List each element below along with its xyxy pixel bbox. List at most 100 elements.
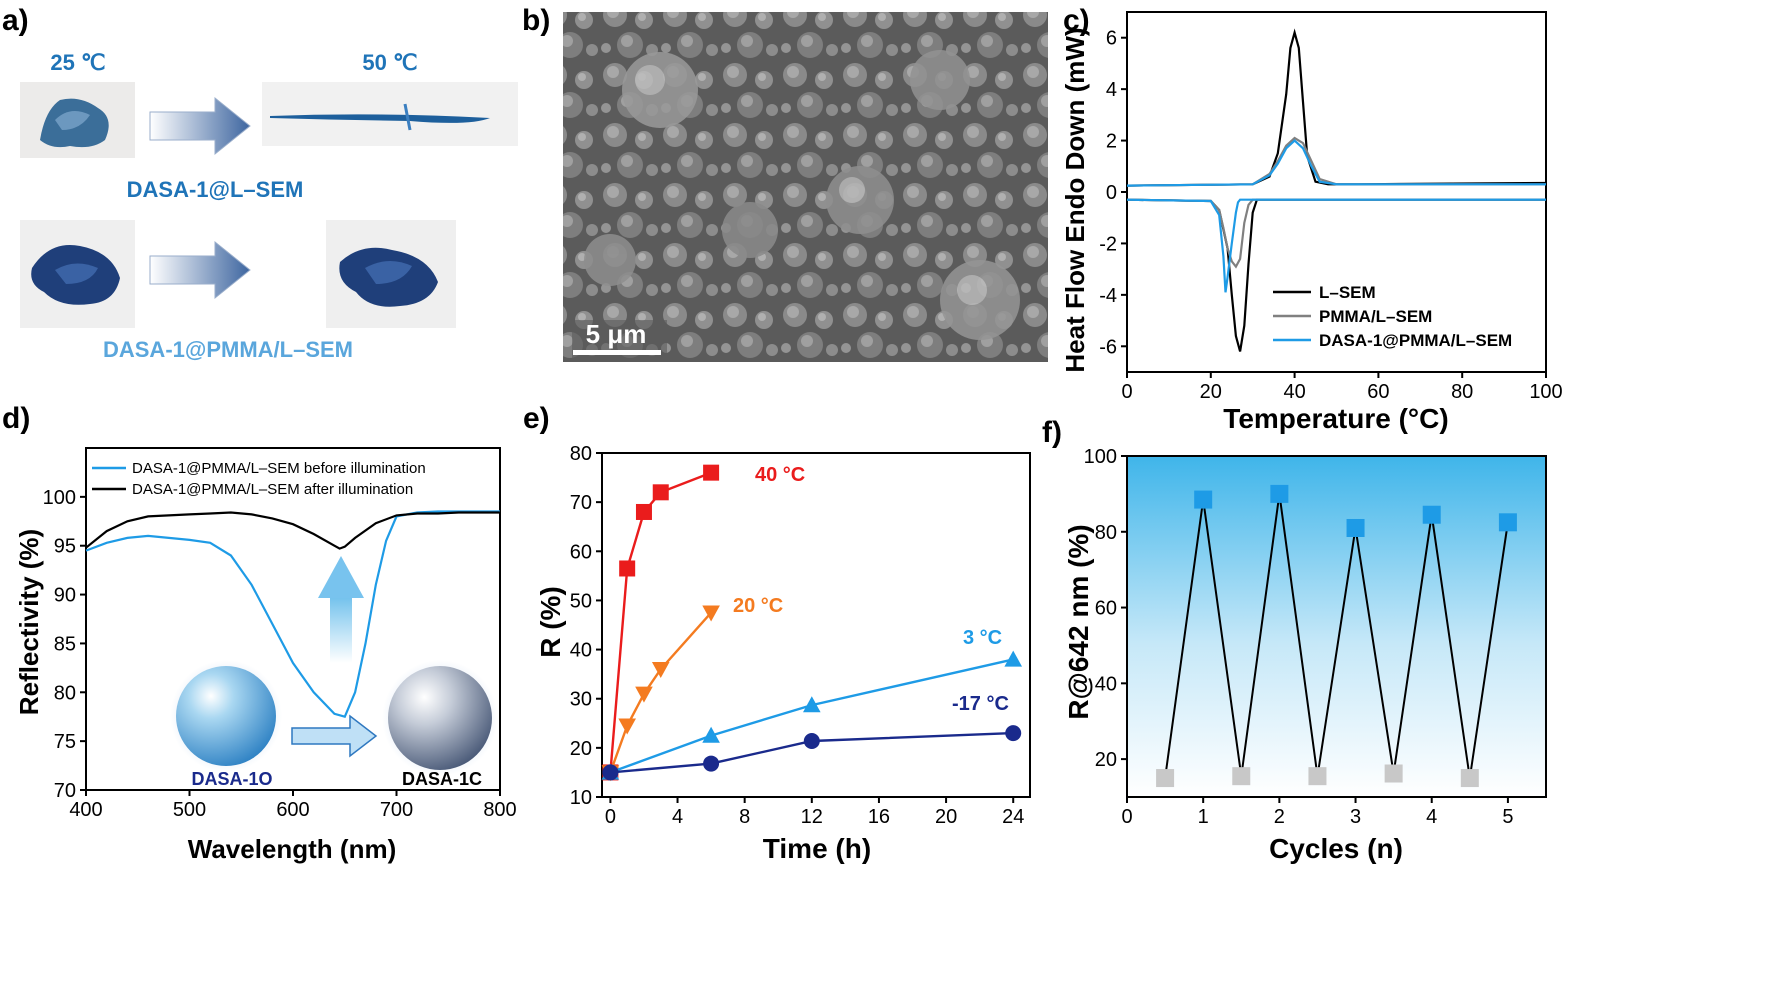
y-tick-label: 10	[570, 787, 592, 809]
series-0-heating-line	[1126, 28, 1547, 187]
legend-label: DASA-1@PMMA/L–SEM before illumination	[132, 460, 426, 477]
panel-c-label: c)	[1063, 4, 1090, 37]
chart-d-legend: DASA-1@PMMA/L–SEM before illumination DAS…	[92, 460, 426, 498]
x-tick-label: 24	[1002, 806, 1024, 828]
cycle-low-point	[1384, 764, 1403, 783]
chart-d-plot: 400 500 600 700 800 70 75 80 85 90 95 100	[43, 447, 517, 821]
x-tick-label: 40	[1283, 381, 1305, 403]
series-0-cooling-line	[1126, 198, 1546, 352]
series-2-line	[609, 658, 1014, 774]
series-2-label: 3 °C	[963, 627, 1002, 649]
cycle-low-point	[1308, 767, 1327, 786]
y-tick-label: 60	[1095, 598, 1117, 620]
arrow-up-icon	[330, 595, 352, 663]
chart-c-plot: 0 20 40 60 80 100 -6 -4 -2 0 2 4 6	[1099, 11, 1563, 403]
series-1-point	[635, 686, 653, 703]
y-tick-label: 60	[570, 541, 592, 563]
x-tick-label: 1	[1198, 806, 1209, 828]
plot-frame	[1126, 455, 1547, 798]
x-tick-label: 5	[1502, 806, 1513, 828]
x-tick-label: 4	[1426, 806, 1437, 828]
series-2-point	[702, 726, 720, 743]
x-tick-label: 700	[380, 799, 413, 821]
arrow-right-icon	[149, 240, 251, 300]
y-tick-label: 2	[1106, 131, 1117, 153]
x-tick-label: 20	[935, 806, 957, 828]
temp-after-label: 50 ℃	[362, 50, 417, 75]
y-tick-label: 70	[54, 780, 76, 802]
x-tick-label: 400	[69, 799, 102, 821]
x-tick-label: 3	[1350, 806, 1361, 828]
cycle-high-point	[1194, 490, 1213, 509]
arrow-right-icon	[149, 96, 251, 156]
chart-f-ylabel: R@642 nm (%)	[1063, 524, 1094, 719]
cycle-low-point	[1232, 767, 1251, 786]
y-tick-label: 0	[1106, 182, 1117, 204]
x-tick-label: 2	[1274, 806, 1285, 828]
scale-bar	[573, 350, 661, 355]
sample-pmma-caption: DASA-1@PMMA/L–SEM	[103, 337, 353, 362]
series-1-heating-line	[1126, 136, 1546, 187]
y-tick-label: 4	[1106, 79, 1117, 101]
series-1-point	[702, 605, 720, 622]
series-0-line	[85, 510, 500, 719]
cycle-low-point	[1460, 769, 1479, 788]
x-tick-label: 8	[739, 806, 750, 828]
x-tick-label: 600	[276, 799, 309, 821]
x-tick-label: 4	[672, 806, 683, 828]
chart-e-plot: 0 4 8 12 16 20 24 10 20 30 40 50 60 70 80 40 °C 20 °C 3 °…	[570, 443, 1031, 828]
x-tick-label: 500	[173, 799, 206, 821]
series-3-label: -17 °C	[952, 693, 1009, 715]
sphere-closed-icon	[388, 666, 492, 770]
arrow-right-icon	[291, 714, 378, 758]
chart-c-legend: L–SEM PMMA/L–SEM DASA-1@PMMA/L–SEM	[1273, 283, 1512, 350]
chart-f-plot: 0 1 2 3 4 5 20 40 60 80 100	[1084, 446, 1547, 828]
panel-b-label: b)	[522, 4, 550, 37]
panel-c: c) 0 20 40 60 80 100 -6 -4 -2 0 2 4 6 L–SEM PMMA/L–SE…	[1060, 4, 1563, 434]
photo-pmma-25c	[20, 220, 135, 328]
y-tick-label: 80	[54, 682, 76, 704]
arrow-up-head-icon	[318, 556, 364, 598]
series-3-line	[610, 731, 1014, 774]
y-tick-label: -6	[1099, 336, 1117, 358]
panel-e: e) 0 4 8 12 16 20 24 10 20 30 40 50 60 70 80 40 °C 20 °C…	[523, 402, 1031, 864]
panel-e-label: e)	[523, 402, 550, 435]
legend-label: DASA-1@PMMA/L–SEM after illumination	[132, 481, 413, 498]
x-tick-label: 0	[605, 806, 616, 828]
x-tick-label: 20	[1200, 381, 1222, 403]
series-2-heating-line	[1126, 139, 1546, 187]
x-tick-label: 80	[1451, 381, 1473, 403]
y-tick-label: -4	[1099, 285, 1117, 307]
series-1-label: 20 °C	[733, 595, 783, 617]
series-3-point	[803, 732, 820, 749]
series-1-point	[618, 718, 636, 735]
cycle-high-point	[1270, 484, 1289, 503]
y-tick-label: 6	[1106, 28, 1117, 50]
photo-pmma-50c	[326, 220, 456, 328]
cycle-line	[1164, 493, 1509, 779]
y-tick-label: 85	[54, 633, 76, 655]
series-0-label: 40 °C	[755, 464, 805, 486]
sphere-open-label: DASA-1O	[191, 769, 272, 789]
series-1-cooling-line	[1126, 198, 1546, 269]
x-tick-label: 60	[1367, 381, 1389, 403]
x-tick-label: 0	[1121, 806, 1132, 828]
scale-bar-label: 5 μm	[586, 319, 647, 349]
panel-a-label: a)	[2, 4, 29, 37]
y-tick-label: 40	[1095, 673, 1117, 695]
panel-f-label: f)	[1042, 416, 1062, 449]
legend-label: PMMA/L–SEM	[1319, 307, 1432, 326]
panel-b: b) 5 μm	[522, 4, 1048, 362]
y-tick-label: 100	[43, 487, 76, 509]
sample-l-sem-caption: DASA-1@L–SEM	[127, 177, 304, 202]
series-0-point	[635, 503, 652, 520]
series-3-point	[602, 764, 619, 781]
x-tick-label: 0	[1121, 381, 1132, 403]
photo-l-sem-50c	[262, 82, 518, 146]
series-1-line	[609, 611, 712, 773]
series-0-point	[619, 560, 636, 577]
y-tick-label: -2	[1099, 233, 1117, 255]
y-tick-label: 75	[54, 731, 76, 753]
chart-d-xlabel: Wavelength (nm)	[188, 834, 396, 864]
y-tick-label: 80	[1095, 522, 1117, 544]
